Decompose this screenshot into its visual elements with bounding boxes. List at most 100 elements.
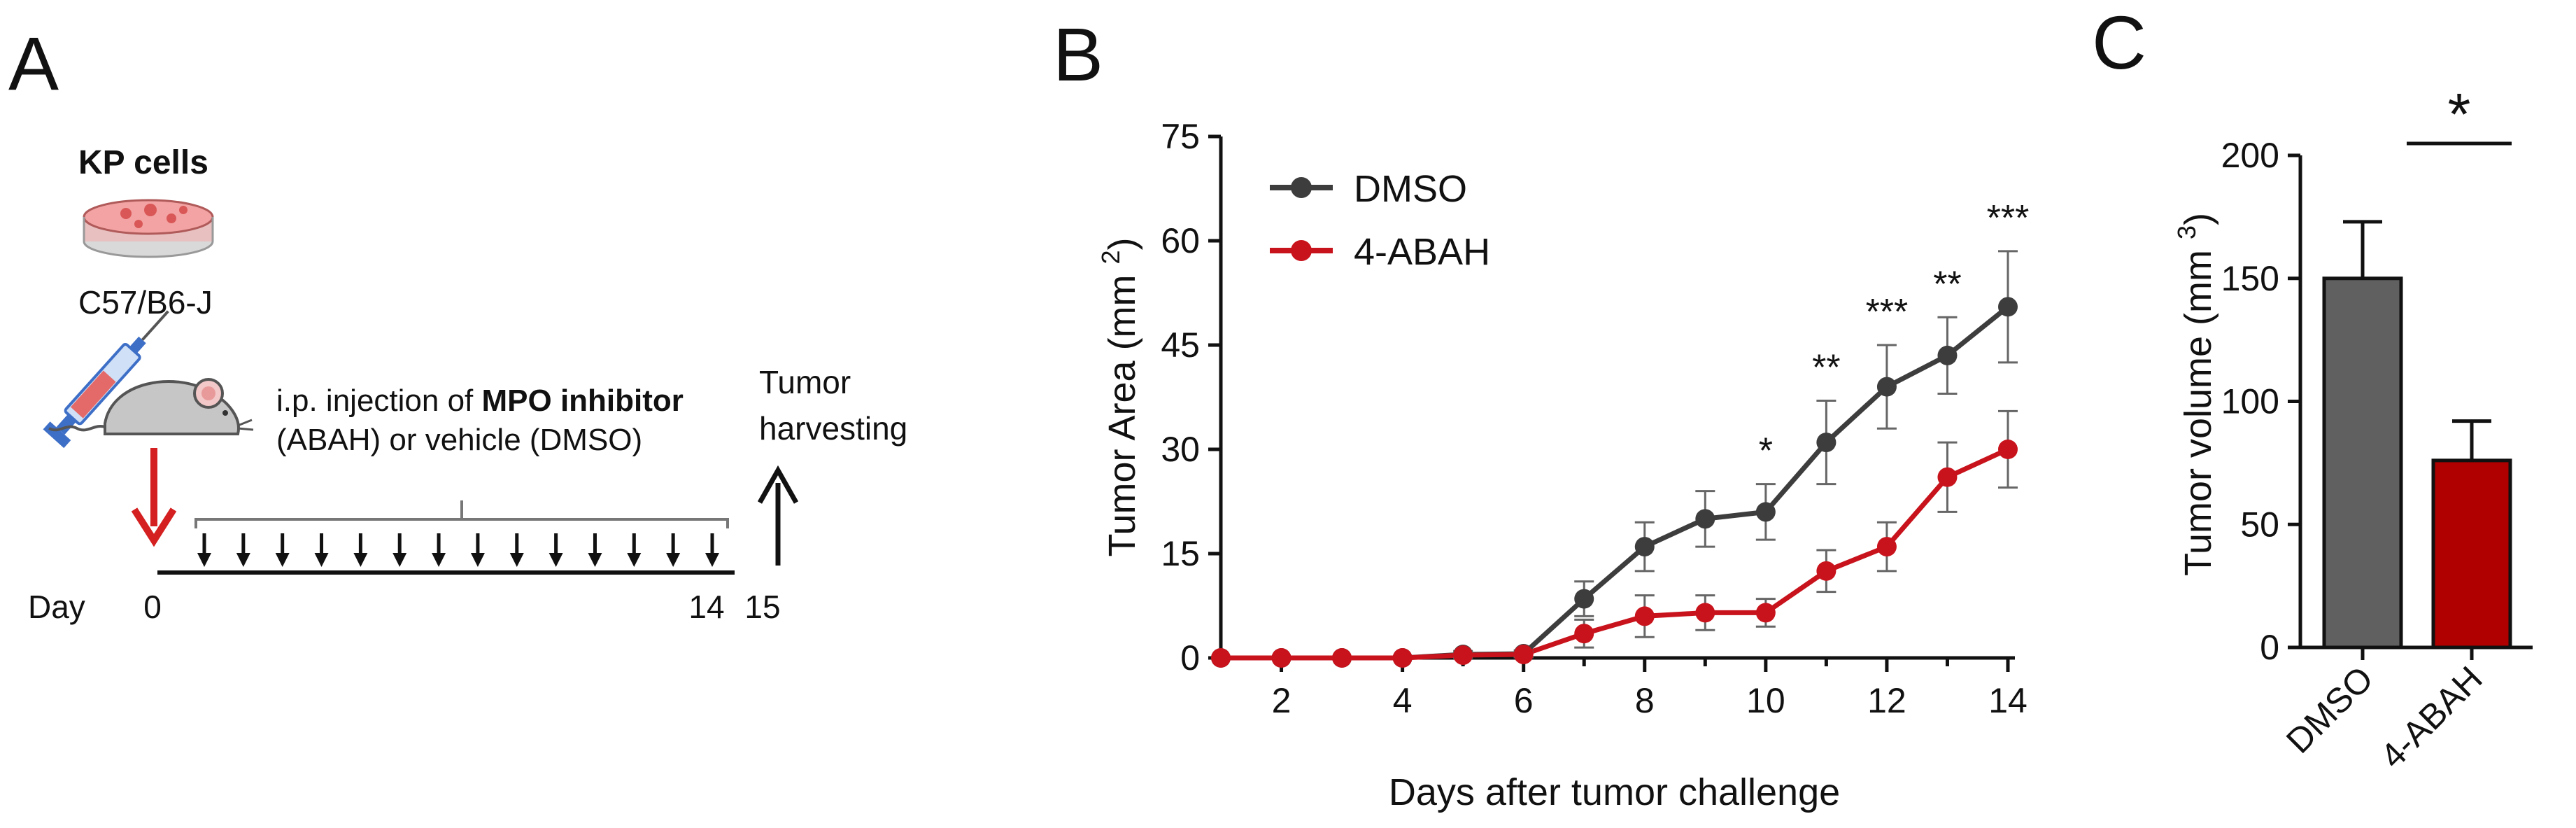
panel-a-label: A	[8, 21, 59, 106]
data-point	[1937, 467, 1958, 487]
injection-arrow	[432, 533, 446, 567]
injection-arrow	[275, 533, 290, 567]
y-tick-label: 60	[1161, 221, 1200, 260]
significance-label: ***	[1866, 292, 1909, 332]
data-point	[1271, 648, 1291, 668]
data-point	[1816, 433, 1837, 453]
day-0-label: 0	[143, 589, 162, 625]
x-tick-label: 4-ABAH	[2372, 659, 2489, 776]
data-point	[1755, 502, 1776, 522]
significance-label: ***	[1987, 198, 2030, 239]
data-point	[1574, 624, 1594, 644]
data-point	[1695, 509, 1715, 529]
harvest-arrow-icon	[757, 465, 799, 566]
y-tick-label: 100	[2221, 382, 2279, 421]
y-tick-label: 0	[2260, 628, 2279, 667]
bar-0: DMSO	[2279, 220, 2403, 761]
injection-arrow-icon	[197, 533, 719, 567]
legend-item: 4-ABAH	[1270, 231, 1490, 273]
y-tick-label: 45	[1161, 325, 1200, 365]
injection-arrow	[627, 533, 642, 567]
data-point	[1998, 297, 2018, 317]
injection-arrow	[392, 533, 407, 567]
injection-arrow	[588, 533, 602, 567]
injection-arrow	[666, 533, 681, 567]
significance-label: *	[1759, 431, 1773, 472]
injection-line-1: i.p. injection of MPO inhibitor	[276, 384, 684, 418]
harvest-label-2: harvesting	[759, 410, 907, 447]
x-axis-label: Days after tumor challenge	[1389, 771, 1840, 813]
y-tick-label: 30	[1161, 430, 1200, 469]
data-point	[1634, 606, 1655, 626]
y-tick-label: 200	[2221, 136, 2279, 175]
y-tick-label: 75	[1161, 117, 1200, 156]
panel-b-label: B	[1053, 12, 1103, 97]
injection-arrow	[705, 533, 719, 567]
data-point	[1998, 440, 2018, 459]
injection-arrow	[314, 533, 329, 567]
x-tick-label: 14	[1988, 681, 2027, 720]
data-point	[1816, 561, 1837, 581]
data-point	[1876, 537, 1897, 557]
data-point	[1513, 645, 1534, 665]
day-14-label: 14	[688, 589, 724, 625]
x-tick-label: 6	[1514, 681, 1534, 720]
data-point	[1392, 648, 1413, 668]
data-point	[1453, 645, 1473, 666]
bar-rect	[2322, 276, 2403, 650]
line-chart: 0 15 30 45 60 75 2 4 6 8 10 12 14 Days after tumor ch…	[1096, 117, 2029, 813]
x-tick-label: 12	[1867, 681, 1906, 720]
harvest-label-1: Tumor	[759, 364, 851, 400]
data-point	[1211, 648, 1231, 668]
x-tick-label: 4	[1393, 681, 1413, 720]
kp-cells-label: KP cells	[78, 144, 208, 181]
legend-item: DMSO	[1270, 168, 1467, 210]
red-arrow-icon	[131, 448, 177, 547]
injection-arrow	[353, 533, 368, 567]
legend-label: 4-ABAH	[1354, 231, 1490, 273]
data-point	[1937, 345, 1958, 365]
injection-arrow	[509, 533, 524, 567]
mouse-icon	[48, 378, 254, 435]
data-point	[1332, 648, 1352, 668]
y-tick-label: 50	[2240, 505, 2279, 544]
y-axis-label: Tumor volume (mm 3)	[2172, 213, 2219, 576]
data-point	[1634, 537, 1655, 557]
significance-label: *	[2448, 81, 2471, 147]
bar-rect	[2431, 458, 2512, 650]
panel-c-label: C	[2092, 0, 2146, 85]
injection-arrow	[197, 533, 211, 567]
series-line	[1221, 304, 2010, 661]
series-1	[1211, 409, 2018, 668]
strain-label: C57/B6-J	[78, 284, 213, 321]
injection-arrow	[549, 533, 563, 567]
day-15-label: 15	[744, 589, 780, 625]
x-tick-label: DMSO	[2279, 659, 2381, 761]
y-tick-label: 15	[1161, 534, 1200, 573]
panel-b: B 0 15 30 45 60 75 2 4 6 8 10 12 14 Days after tumor …	[1053, 12, 2029, 813]
y-tick-label: 150	[2221, 259, 2279, 298]
injection-bracket	[194, 500, 729, 528]
y-tick-label: 0	[1180, 638, 1200, 678]
significance-label: **	[1812, 347, 1840, 388]
legend: DMSO 4-ABAH	[1270, 168, 1490, 273]
data-point	[1574, 589, 1594, 609]
injection-arrow	[470, 533, 485, 567]
x-tick-label: 8	[1635, 681, 1655, 720]
y-axis-label: Tumor Area (mm 2)	[1096, 237, 1143, 556]
petri-dish-icon	[83, 199, 214, 258]
x-tick-label: 10	[1746, 681, 1785, 720]
injection-line-2: (ABAH) or vehicle (DMSO)	[276, 423, 642, 457]
x-tick-label: 2	[1272, 681, 1291, 720]
significance-label: **	[1933, 264, 1961, 304]
panel-a: A KP cells C57/B6-J	[8, 21, 907, 625]
series-line	[1221, 447, 2009, 661]
injection-arrow	[236, 533, 250, 567]
data-point	[1755, 603, 1776, 623]
legend-label: DMSO	[1354, 168, 1467, 210]
data-point	[1876, 377, 1897, 397]
day-label: Day	[28, 589, 85, 625]
